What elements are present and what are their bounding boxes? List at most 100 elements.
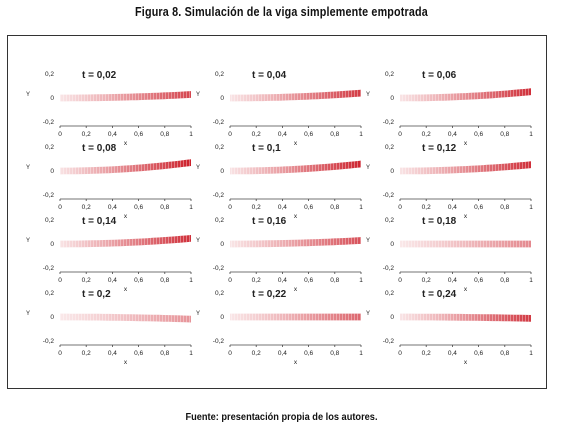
y-tick-label: -0,2	[43, 338, 55, 345]
panel: t = 0,080 0,2 0,4 0,6 0,8 1x0,20-0,2Y	[26, 143, 193, 220]
panel-label: t = 0,04	[252, 70, 287, 81]
x-tick-label: 0,6	[134, 204, 143, 211]
y-tick-label: 0,2	[385, 144, 394, 151]
beam-texture	[400, 240, 531, 248]
x-tick-label: 0,8	[330, 131, 339, 138]
y-tick-label: 0	[220, 95, 224, 102]
x-tick-label: 0,2	[82, 204, 91, 211]
panel-label: t = 0,08	[82, 143, 117, 154]
y-tick-label: 0,2	[385, 71, 394, 78]
y-axis-label: Y	[366, 238, 370, 244]
y-tick-label: 0	[50, 314, 54, 321]
beam-texture	[60, 91, 191, 102]
x-tick-label: 0	[228, 277, 232, 284]
y-tick-label: 0,2	[215, 217, 224, 224]
panel: t = 0,020 0,2 0,4 0,6 0,8 1x0,20-0,2Y	[26, 70, 193, 147]
y-tick-label: 0,2	[45, 290, 54, 297]
y-tick-label: -0,2	[213, 119, 225, 126]
y-tick-label: -0,2	[383, 338, 395, 345]
x-tick-label: 0,8	[500, 204, 509, 211]
x-axis-label: x	[294, 359, 298, 366]
x-tick-label: 0,6	[134, 350, 143, 357]
y-tick-label: 0,2	[385, 290, 394, 297]
panel-label: t = 0,14	[82, 216, 117, 227]
x-axis-label: x	[464, 359, 468, 366]
x-tick-label: 0,8	[330, 350, 339, 357]
y-axis-label: Y	[26, 92, 30, 98]
beam-texture	[400, 313, 531, 322]
y-tick-label: 0	[50, 95, 54, 102]
x-tick-label: 0,4	[108, 131, 117, 138]
figure-frame	[7, 35, 547, 389]
y-axis-label: Y	[366, 311, 370, 317]
panel-label: t = 0,06	[422, 70, 457, 81]
x-axis-label: x	[124, 213, 128, 220]
x-tick-label: 0,4	[448, 277, 457, 284]
x-tick-label: 0,4	[108, 277, 117, 284]
x-tick-label: 0	[398, 350, 402, 357]
y-tick-label: 0,2	[45, 217, 54, 224]
y-tick-label: 0,2	[215, 71, 224, 78]
y-tick-label: -0,2	[383, 192, 395, 199]
panel: t = 0,20 0,2 0,4 0,6 0,8 1x0,20-0,2Y	[26, 289, 193, 366]
x-tick-label: 0,8	[330, 277, 339, 284]
x-axis-label: x	[124, 359, 128, 366]
panel: t = 0,180 0,2 0,4 0,6 0,8 1x0,20-0,2Y	[366, 216, 533, 293]
beam-texture	[400, 161, 531, 175]
x-tick-label: 0,4	[278, 131, 287, 138]
x-tick-label: 0	[228, 204, 232, 211]
figure-source: Fuente: presentación propia de los autor…	[185, 411, 378, 423]
y-tick-label: 0,2	[385, 217, 394, 224]
x-tick-label: 0,8	[500, 131, 509, 138]
y-tick-label: -0,2	[43, 119, 55, 126]
x-tick-label: 0,8	[500, 277, 509, 284]
y-tick-label: 0	[220, 168, 224, 175]
x-axis-label: x	[464, 286, 468, 293]
x-tick-label: 0	[398, 204, 402, 211]
y-axis-label: Y	[196, 238, 200, 244]
y-tick-label: -0,2	[383, 265, 395, 272]
x-tick-label: 0,2	[252, 350, 261, 357]
x-tick-label: 0	[228, 131, 232, 138]
y-tick-label: 0,2	[45, 71, 54, 78]
x-tick-label: 1	[189, 277, 193, 284]
x-tick-label: 0	[58, 204, 62, 211]
x-tick-label: 0,8	[160, 277, 169, 284]
y-axis-label: Y	[26, 311, 30, 317]
x-tick-label: 0	[398, 131, 402, 138]
x-axis-label: x	[294, 213, 298, 220]
y-axis-label: Y	[196, 165, 200, 171]
y-axis-label: Y	[196, 311, 200, 317]
y-tick-label: 0	[390, 95, 394, 102]
y-tick-label: 0	[220, 241, 224, 248]
x-tick-label: 0,6	[474, 204, 483, 211]
x-tick-label: 0,2	[252, 131, 261, 138]
x-tick-label: 0,2	[422, 204, 431, 211]
x-tick-label: 0,8	[330, 204, 339, 211]
x-tick-label: 0,2	[422, 350, 431, 357]
x-tick-label: 0,2	[82, 277, 91, 284]
panel: t = 0,10 0,2 0,4 0,6 0,8 1x0,20-0,2Y	[196, 143, 363, 220]
panel: t = 0,120 0,2 0,4 0,6 0,8 1x0,20-0,2Y	[366, 143, 533, 220]
y-tick-label: 0	[390, 314, 394, 321]
x-tick-label: 1	[189, 350, 193, 357]
x-tick-label: 0,6	[474, 350, 483, 357]
beam-texture	[230, 313, 361, 321]
y-tick-label: -0,2	[213, 265, 225, 272]
x-tick-label: 0,2	[82, 131, 91, 138]
x-tick-label: 0	[398, 277, 402, 284]
beam-texture	[60, 159, 191, 175]
x-tick-label: 0,6	[304, 277, 313, 284]
panel-label: t = 0,02	[82, 70, 117, 81]
beam-texture	[400, 88, 531, 102]
x-axis-label: x	[464, 140, 468, 147]
panel: t = 0,040 0,2 0,4 0,6 0,8 1x0,20-0,2Y	[196, 70, 363, 147]
beam-texture	[230, 89, 361, 102]
x-tick-label: 1	[359, 277, 363, 284]
panel-label: t = 0,18	[422, 216, 457, 227]
x-tick-label: 0	[58, 350, 62, 357]
x-tick-label: 0,6	[474, 131, 483, 138]
panel: t = 0,220 0,2 0,4 0,6 0,8 1x0,20-0,2Y	[196, 289, 363, 366]
panel-label: t = 0,16	[252, 216, 287, 227]
